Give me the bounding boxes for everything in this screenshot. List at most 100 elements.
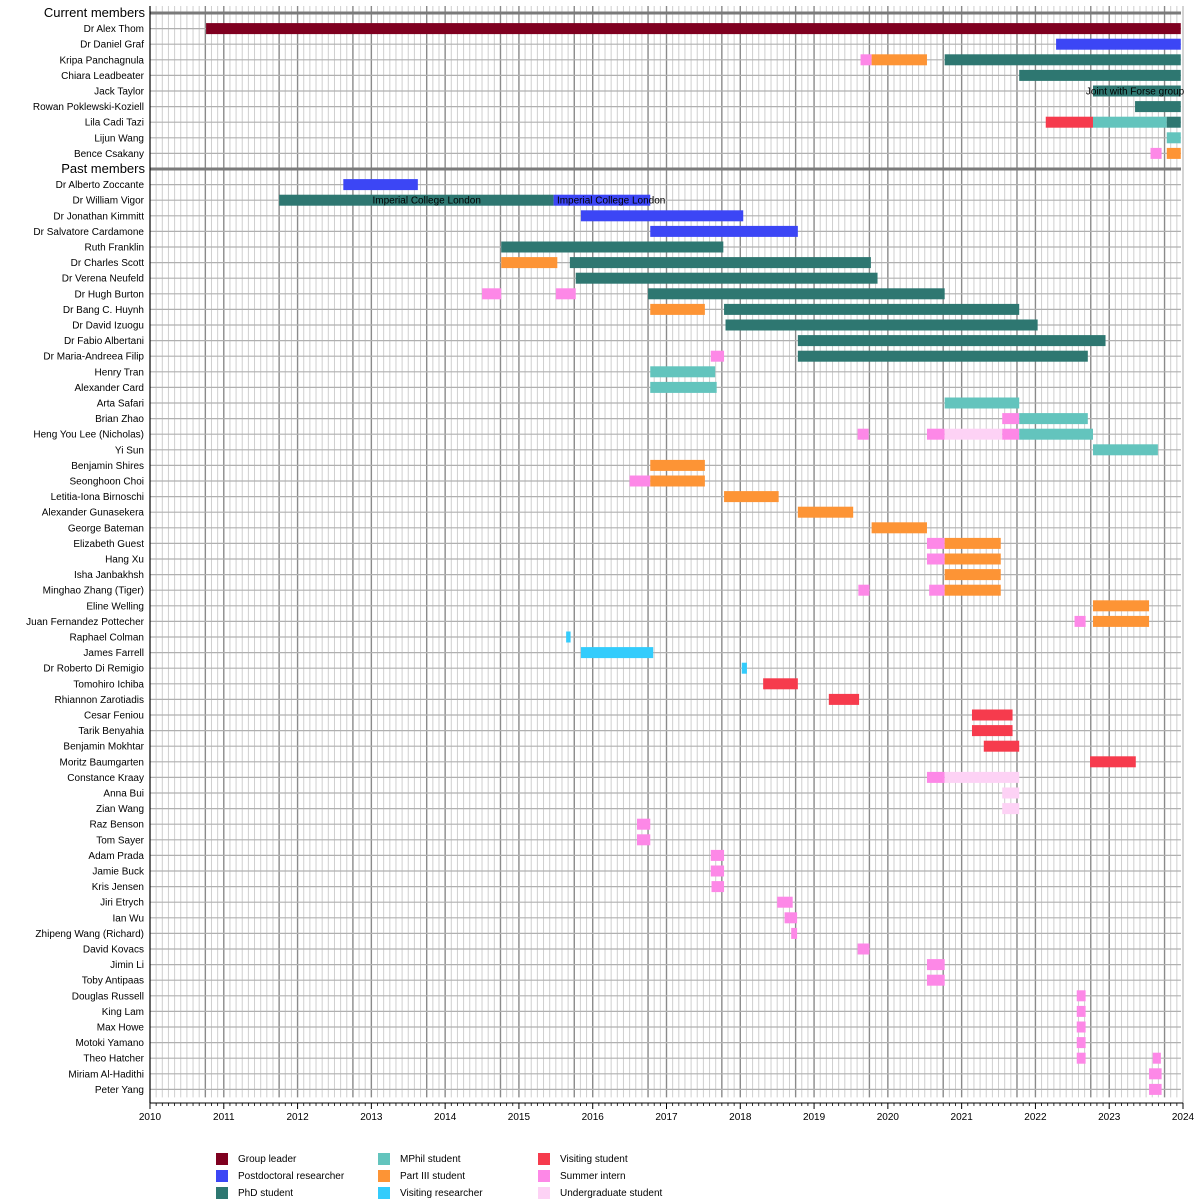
bar-summer-intern: [929, 584, 945, 596]
member-name: Minghao Zhang (Tiger): [43, 586, 144, 597]
bar-mphil: [1019, 413, 1088, 425]
legend-item-undergrad: Undergraduate student: [538, 1186, 662, 1200]
legend-swatch: [216, 1187, 228, 1199]
bar-undergrad: [1002, 803, 1020, 815]
bar-visiting-student: [1090, 756, 1136, 768]
bar-summer-intern: [711, 881, 725, 893]
bar-summer-intern: [1076, 1052, 1086, 1064]
x-tick-label: 2024: [1172, 1112, 1195, 1123]
bar-summer-intern: [636, 834, 651, 846]
member-name: Lijun Wang: [94, 133, 144, 144]
bar-phd: [575, 272, 878, 284]
bar-part3: [1166, 147, 1181, 159]
bar-summer-intern: [1149, 1083, 1162, 1095]
legend-swatch: [216, 1170, 228, 1182]
bar-visiting-researcher: [580, 647, 654, 659]
member-name: Theo Hatcher: [83, 1054, 144, 1065]
x-tick-label: 2010: [139, 1112, 162, 1123]
member-name: Dr Fabio Albertani: [64, 336, 144, 347]
member-name: Jimin Li: [110, 960, 144, 971]
bar-part3: [871, 522, 927, 534]
legend-item-summer-intern: Summer intern: [538, 1169, 626, 1183]
bar-summer-intern: [926, 771, 945, 783]
x-tick-label: 2016: [582, 1112, 605, 1123]
bar-postdoc: [1056, 38, 1181, 50]
x-tick-label: 2017: [655, 1112, 678, 1123]
legend-label: Group leader: [238, 1153, 297, 1165]
bar-summer-intern: [710, 849, 725, 861]
gantt-chart: Current members Dr Alex Thom Dr Daniel Gra…: [26, 5, 1195, 1123]
bar-part3: [944, 537, 1001, 549]
legend-item-part3: Part III student: [378, 1169, 465, 1183]
member-name: Isha Janbakhsh: [74, 570, 144, 581]
bar-summer-intern: [482, 288, 502, 300]
bar-annotation: Imperial College London: [372, 196, 480, 207]
member-name: Dr Roberto Di Remigio: [43, 664, 144, 675]
x-tick-label: 2020: [877, 1112, 900, 1123]
bar-phd: [648, 288, 945, 300]
bar-phd: [724, 303, 1020, 315]
legend-label: Postdoctoral researcher: [238, 1170, 345, 1182]
bar-visiting-researcher: [566, 631, 571, 643]
bar-annotation: Imperial College London: [557, 196, 665, 207]
legend-label: Part III student: [400, 1170, 466, 1182]
member-name: Eline Welling: [86, 601, 144, 612]
bar-part3: [1092, 600, 1150, 612]
legend-label: Summer intern: [560, 1170, 626, 1182]
bar-summer-intern: [710, 865, 725, 877]
bar-part3: [797, 506, 854, 518]
bar-part3: [944, 584, 1001, 596]
member-name: Max Howe: [97, 1023, 145, 1034]
member-name: Raz Benson: [90, 820, 144, 831]
bar-summer-intern: [1149, 1068, 1162, 1080]
bar-summer-intern: [1076, 990, 1086, 1002]
bar-phd: [279, 194, 554, 206]
member-name: Dr Jonathan Kimmitt: [53, 211, 144, 222]
legend-swatch: [216, 1153, 228, 1165]
member-name: Henry Tran: [95, 367, 144, 378]
member-name: Kris Jensen: [92, 882, 144, 893]
member-name: Alexander Gunasekera: [42, 508, 145, 519]
legend-label: Visiting student: [560, 1153, 628, 1165]
bar-phd: [501, 241, 724, 253]
bar-part3: [501, 257, 558, 269]
x-tick-label: 2022: [1024, 1112, 1047, 1123]
bar-part3: [650, 303, 705, 315]
member-name: Elizabeth Guest: [73, 539, 144, 550]
member-name: Rhiannon Zarotiadis: [55, 695, 145, 706]
member-name: Hang Xu: [105, 555, 144, 566]
bar-summer-intern: [1074, 615, 1086, 627]
member-name: Zhipeng Wang (Richard): [35, 929, 144, 940]
section-title: Current members: [44, 5, 146, 20]
x-tick-label: 2019: [803, 1112, 826, 1123]
legend-label: Undergraduate student: [560, 1187, 663, 1199]
member-name: Kripa Panchagnula: [59, 55, 144, 66]
member-name: Dr Daniel Graf: [80, 40, 144, 51]
bar-part3: [650, 459, 705, 471]
member-name: Benjamin Mokhtar: [63, 742, 144, 753]
bar-mphil: [1092, 444, 1158, 456]
x-tick-label: 2021: [951, 1112, 974, 1123]
bar-summer-intern: [784, 912, 798, 924]
bar-summer-intern: [857, 943, 870, 955]
row-labels: Current members Dr Alex Thom Dr Daniel Gra…: [26, 5, 1185, 1096]
bar-undergrad: [1002, 787, 1020, 799]
bar-visiting-researcher: [741, 662, 747, 674]
member-name: Benjamin Shires: [71, 461, 144, 472]
bar-part3: [944, 553, 1001, 565]
bar-annotation: Joint with Forse group: [1086, 87, 1185, 98]
member-name: Douglas Russell: [72, 991, 144, 1002]
bar-summer-intern: [857, 428, 869, 440]
member-name: Yi Sun: [115, 445, 144, 456]
legend-item-visiting-student: Visiting student: [538, 1152, 628, 1166]
member-name: Dr David Izuogu: [72, 321, 144, 332]
member-name: Seonghoon Choi: [69, 477, 144, 488]
bar-phd: [1019, 69, 1181, 81]
legend-label: MPhil student: [400, 1153, 461, 1165]
member-name: Ian Wu: [113, 913, 145, 924]
bar-mphil: [1092, 116, 1167, 128]
member-name: Alexander Card: [75, 383, 144, 394]
legend-item-visiting-researcher: Visiting researcher: [378, 1186, 483, 1200]
member-name: Toby Antipaas: [82, 976, 144, 987]
member-name: Chiara Leadbeater: [61, 71, 145, 82]
